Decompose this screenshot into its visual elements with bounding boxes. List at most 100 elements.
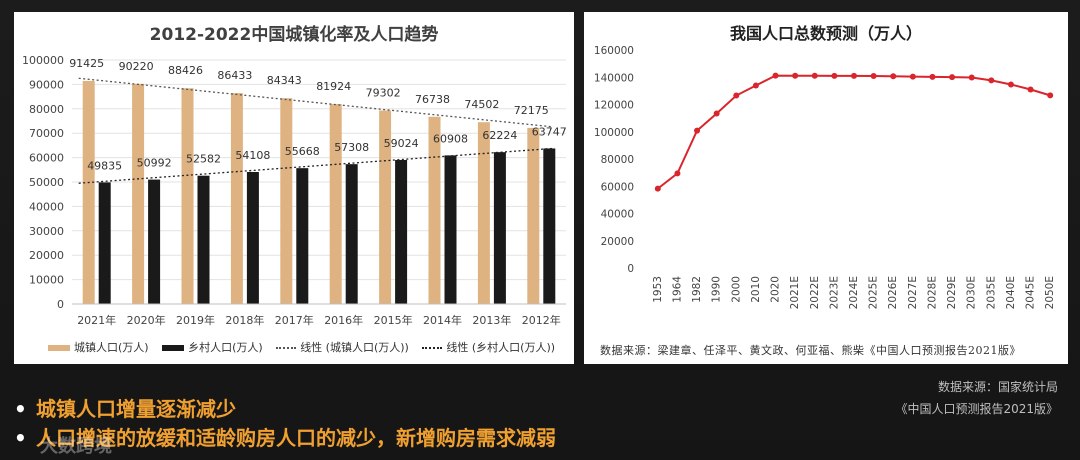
data-point — [851, 72, 857, 79]
x-tick-label: 2021E — [789, 276, 801, 309]
right-chart-source: 数据来源：梁建章、任泽平、黄文政、何亚福、熊柴《中国人口预测报告2021版》 — [600, 344, 1021, 357]
legend-urban-trend-label: 线性 (城镇人口(万人)) — [300, 341, 409, 354]
y-tick-label: 0 — [627, 263, 634, 275]
bar-rural — [98, 182, 111, 304]
data-label-urban: 76738 — [415, 93, 450, 106]
x-tick-label: 2014年 — [423, 313, 462, 327]
legend-rural-trend-label: 线性 (乡村人口(万人)) — [446, 341, 556, 354]
bar-urban — [132, 83, 145, 305]
bullet-mark: • — [14, 426, 27, 450]
x-tick-label: 2018年 — [225, 313, 264, 327]
bar-urban — [527, 127, 540, 304]
x-tick-label: 2040E — [1005, 276, 1017, 309]
data-label-rural: 63747 — [532, 125, 567, 138]
legend-urban: 城镇人口(万人) — [48, 339, 149, 355]
y-tick-label: 100000 — [594, 127, 634, 139]
data-label-rural: 57308 — [334, 141, 369, 154]
watermark: 大数跨境 — [40, 436, 112, 457]
x-tick-label: 2020 — [770, 276, 782, 303]
data-point — [694, 127, 701, 134]
bar-rural — [444, 155, 457, 304]
data-label-rural: 49835 — [87, 159, 122, 172]
y-tick-label: 120000 — [594, 100, 634, 112]
bar-urban — [280, 98, 293, 304]
data-point — [870, 73, 877, 80]
legend-urban-swatch — [48, 345, 70, 351]
data-label-urban: 86433 — [217, 69, 252, 82]
data-point — [752, 82, 759, 89]
bar-rural — [296, 168, 309, 304]
x-tick-label: 2016年 — [324, 313, 363, 327]
data-label-rural: 60908 — [433, 132, 468, 145]
data-point — [1007, 81, 1014, 88]
data-label-rural: 52582 — [186, 153, 221, 166]
data-source-line-1: 数据来源：国家统计局 — [937, 380, 1058, 394]
data-label-urban: 79302 — [366, 87, 401, 100]
x-tick-label: 1964 — [671, 276, 683, 303]
x-tick-label: 2035E — [985, 276, 997, 309]
bar-urban — [230, 93, 243, 304]
x-tick-label: 2050E — [1044, 276, 1056, 309]
data-label-urban: 74502 — [464, 98, 499, 111]
x-tick-label: 2022E — [809, 276, 821, 309]
data-point — [792, 72, 799, 79]
data-point — [811, 72, 818, 79]
data-point — [929, 73, 936, 80]
x-tick-label: 2024E — [848, 276, 860, 309]
x-tick-label: 2028E — [926, 276, 938, 309]
trendline-rural — [78, 147, 554, 184]
bar-rural — [197, 175, 210, 304]
bar-rural — [395, 159, 408, 304]
bar-urban — [428, 116, 441, 304]
right-chart-title: 我国人口总数预测（万人） — [729, 24, 922, 43]
y-tick-label: 100000 — [22, 54, 64, 67]
y-tick-label: 70000 — [29, 127, 64, 140]
bullet-mark: • — [14, 397, 27, 421]
x-tick-label: 2030E — [966, 276, 978, 309]
trendline-urban — [78, 77, 554, 128]
population-line-chart: 0 20000 40000 60000 80000 100000 120000 140000 1… — [594, 45, 1056, 309]
y-tick-label: 30000 — [29, 225, 64, 238]
x-tick-label: 2017年 — [275, 313, 314, 327]
data-point — [909, 73, 916, 80]
y-tick-label: 10000 — [29, 274, 64, 287]
data-label-urban: 84343 — [267, 74, 302, 87]
data-point — [733, 92, 740, 99]
x-tick-label: 2045E — [1025, 276, 1037, 309]
y-tick-label: 20000 — [601, 236, 634, 248]
y-tick-label: 160000 — [594, 45, 634, 57]
x-tick-label: 2013年 — [472, 313, 511, 327]
data-source-line-2: 《中国人口预测报告2021版》 — [895, 402, 1058, 416]
data-label-rural: 50992 — [137, 157, 172, 170]
legend-rural: 乡村人口(万人) — [162, 339, 263, 355]
population-line — [657, 74, 1051, 190]
x-tick-label: 2029E — [946, 276, 958, 309]
left-chart-title: 2012-2022中国城镇化率及人口趋势 — [149, 25, 439, 45]
urbanization-bar-chart: 0 10000 20000 30000 40000 50000 60000 70000 8000… — [22, 54, 567, 327]
x-tick-label: 1990 — [711, 276, 723, 303]
y-tick-label: 40000 — [601, 209, 634, 221]
data-label-urban: 72175 — [514, 104, 549, 117]
x-tick-label: 2027E — [907, 276, 919, 309]
data-point — [968, 74, 975, 81]
bullet-point-2: • 人口增速的放缓和适龄购房人口的减少，新增购房需求减弱 — [14, 422, 556, 451]
urbanization-chart-panel: 2012-2022中国城镇化率及人口趋势 0 10000 20000 30000 400… — [14, 12, 574, 364]
x-tick-label: 1982 — [691, 276, 703, 303]
legend-urban-label: 城镇人口(万人) — [74, 341, 149, 354]
x-tick-label: 2010 — [750, 276, 762, 303]
data-label-urban: 90220 — [119, 60, 154, 73]
x-tick-label: 2020年 — [127, 313, 166, 327]
x-tick-label: 2000 — [730, 276, 742, 303]
data-label-rural: 55668 — [285, 145, 320, 158]
data-label-rural: 54108 — [235, 149, 270, 162]
bar-urban — [181, 88, 194, 304]
y-tick-label: 80000 — [601, 154, 634, 166]
bar-rural — [148, 179, 161, 304]
data-label-urban: 91425 — [69, 57, 104, 70]
legend-urban-trend: 线性 (城镇人口(万人)) — [276, 339, 409, 355]
data-point — [713, 110, 720, 117]
bar-urban — [329, 104, 342, 304]
x-tick-label: 2021年 — [77, 313, 116, 327]
data-label-urban: 88426 — [168, 64, 203, 77]
data-label-rural: 62224 — [482, 129, 517, 142]
